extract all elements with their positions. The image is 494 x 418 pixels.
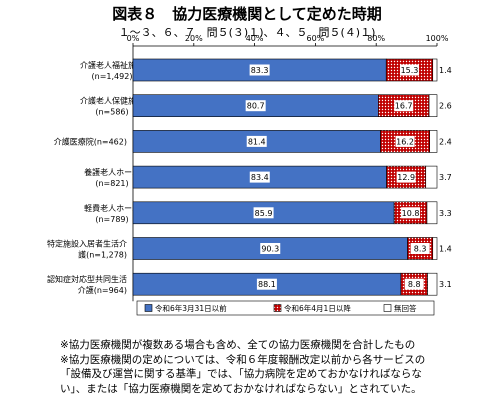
bar-segment-none — [426, 201, 438, 225]
x-tick-label: 80% — [367, 34, 385, 43]
notes: ※協力医療機関が複数ある場合も含め、全ての協力医療機関を合計したもの ※協力医療… — [60, 338, 490, 396]
value-label: 3.1 — [439, 280, 452, 289]
value-label: 2.6 — [439, 102, 452, 111]
value-label: 81.4 — [248, 137, 266, 146]
note-line: い」、または「協力医療機関を定めておかなければならない」とされていた。 — [60, 382, 422, 395]
category-label: (n=1,492) — [92, 72, 133, 81]
bars: 83.3 15.3 1.4 80.7 16.7 2.6 81.4 16.2 2.4 83.4 12.… — [132, 58, 452, 296]
value-label-box — [256, 278, 277, 290]
value-label: 83.3 — [251, 66, 269, 75]
legend-swatch — [273, 304, 282, 312]
bar-segment-none — [428, 94, 438, 117]
legend-label: 令和6年4月1日以降 — [284, 303, 351, 313]
value-label: 2.4 — [439, 137, 452, 146]
value-label: 3.7 — [439, 173, 452, 182]
legend-swatch — [383, 304, 392, 312]
x-tick-label: 20% — [185, 34, 203, 43]
value-label-box — [404, 278, 424, 290]
value-label-box — [260, 243, 281, 254]
value-label: 85.9 — [255, 209, 273, 218]
page-title: 図表８ 協力医療機関として定めた時期 — [112, 5, 382, 23]
value-label-box — [396, 171, 416, 183]
x-tick-label: 0% — [127, 34, 140, 43]
legend-swatch — [144, 304, 153, 312]
value-label: 80.7 — [247, 102, 265, 111]
value-label-box — [395, 135, 415, 147]
value-label-box — [253, 207, 274, 219]
value-label: 8.3 — [414, 245, 427, 254]
note-line: ※協力医療機関の定めについては、令和６年度報酬改定以前から各サービスの — [60, 353, 426, 366]
value-label: 12.9 — [397, 173, 415, 182]
value-label: 1.4 — [439, 66, 452, 75]
category-label: 介護老人保健施設 — [80, 96, 144, 106]
category-label: 養護老人ホーム — [84, 167, 140, 177]
value-label: 90.3 — [261, 245, 279, 254]
category-label: 特定施設入居者生活介 — [47, 239, 127, 249]
legend-label: 無回答 — [394, 303, 417, 313]
category-label: 認知症対応型共同生活 — [47, 274, 127, 284]
value-label: 10.8 — [402, 209, 420, 218]
note-line: 「設備及び運営に関する基準」では、「協力病院を定めておかなければならな — [60, 368, 422, 381]
bar-segment-none — [425, 165, 438, 189]
value-label-box — [246, 135, 267, 147]
value-label-box — [410, 243, 430, 254]
bar-segment-none — [427, 272, 438, 296]
category-label: (n=821) — [95, 179, 128, 188]
page-subtitle: １～３、６、７ 問５(３)１)、４、５ 問５(４)１) — [118, 26, 376, 39]
legend-box — [136, 300, 435, 316]
x-tick-label: 40% — [246, 34, 264, 43]
value-label-box — [245, 100, 266, 112]
value-label: 1.4 — [439, 245, 452, 254]
legend-label: 令和6年3月31日以前 — [155, 303, 227, 313]
category-label: 介護老人福祉施設 — [80, 60, 144, 70]
value-label-box — [399, 64, 419, 76]
value-label: 88.1 — [258, 280, 276, 289]
category-label: 軽費老人ホーム — [84, 203, 140, 213]
x-tick-label: 60% — [307, 34, 325, 43]
value-label: 15.3 — [401, 66, 419, 75]
bar-segment-none — [429, 130, 438, 153]
value-label: 8.8 — [408, 280, 421, 289]
note-line: ※協力医療機関が複数ある場合も含め、全ての協力医療機関を合計したもの — [60, 339, 416, 351]
value-label: 16.7 — [395, 102, 413, 111]
bar-segment-none — [432, 58, 438, 82]
category-label: (n=586) — [95, 108, 128, 117]
category-label: (n=789) — [95, 215, 128, 224]
bar-segment-none — [432, 237, 438, 260]
value-label: 83.4 — [251, 173, 269, 182]
category-labels: 介護老人福祉施設 (n=1,492) 介護老人保健施設 (n=586) 介護医療院(n=… — [47, 60, 144, 295]
value-label-box — [249, 64, 270, 76]
value-label-box — [401, 207, 421, 219]
category-label: 護(n=1,278) — [78, 250, 127, 260]
category-label: 介護(n=964) — [78, 285, 127, 295]
x-tick-label: 100% — [426, 34, 449, 43]
value-label-box — [394, 100, 414, 112]
value-label: 3.3 — [439, 209, 452, 218]
legend: 令和6年3月31日以前 令和6年4月1日以降 無回答 — [136, 300, 435, 316]
category-label: 介護医療院(n=462) — [54, 136, 127, 146]
value-label-box — [249, 171, 270, 183]
value-label: 16.2 — [396, 137, 414, 146]
